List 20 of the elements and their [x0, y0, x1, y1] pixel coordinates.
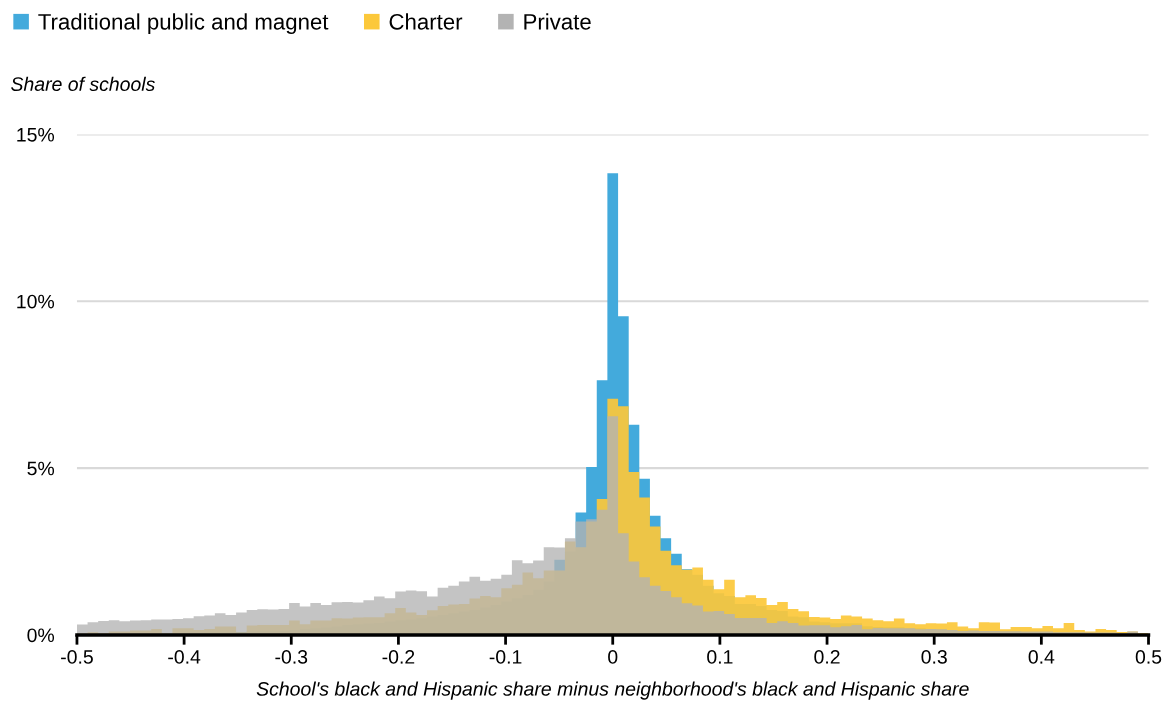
x-tick-label: -0.3 — [275, 650, 308, 664]
x-tick-label: 0.2 — [814, 650, 840, 664]
legend-label: Private — [524, 13, 591, 30]
y-axis-title: Share of schools — [11, 76, 155, 92]
x-tick-label: 0.5 — [1135, 650, 1162, 664]
legend-label: Charter — [389, 13, 463, 30]
x-tick-label: -0.2 — [382, 650, 415, 664]
x-tick-label: 0.1 — [707, 650, 733, 664]
x-axis-title: School's black and Hispanic share minus neighborhood's black and Hispanic share — [256, 681, 969, 700]
x-tick-label: 0.3 — [921, 650, 947, 664]
y-tick-label: 15% — [17, 127, 55, 142]
x-tick-label: -0.4 — [168, 650, 201, 664]
y-tick-label: 10% — [17, 294, 55, 309]
legend-label: Traditional public and magnet — [38, 13, 329, 35]
x-tick-label: -0.1 — [489, 650, 522, 664]
x-tick-label: 0 — [608, 650, 618, 664]
x-tick-label: -0.5 — [61, 650, 93, 664]
y-tick-label: 0% — [27, 628, 55, 643]
y-tick-label: 5% — [27, 461, 55, 476]
x-tick-label: 0.4 — [1028, 650, 1055, 664]
